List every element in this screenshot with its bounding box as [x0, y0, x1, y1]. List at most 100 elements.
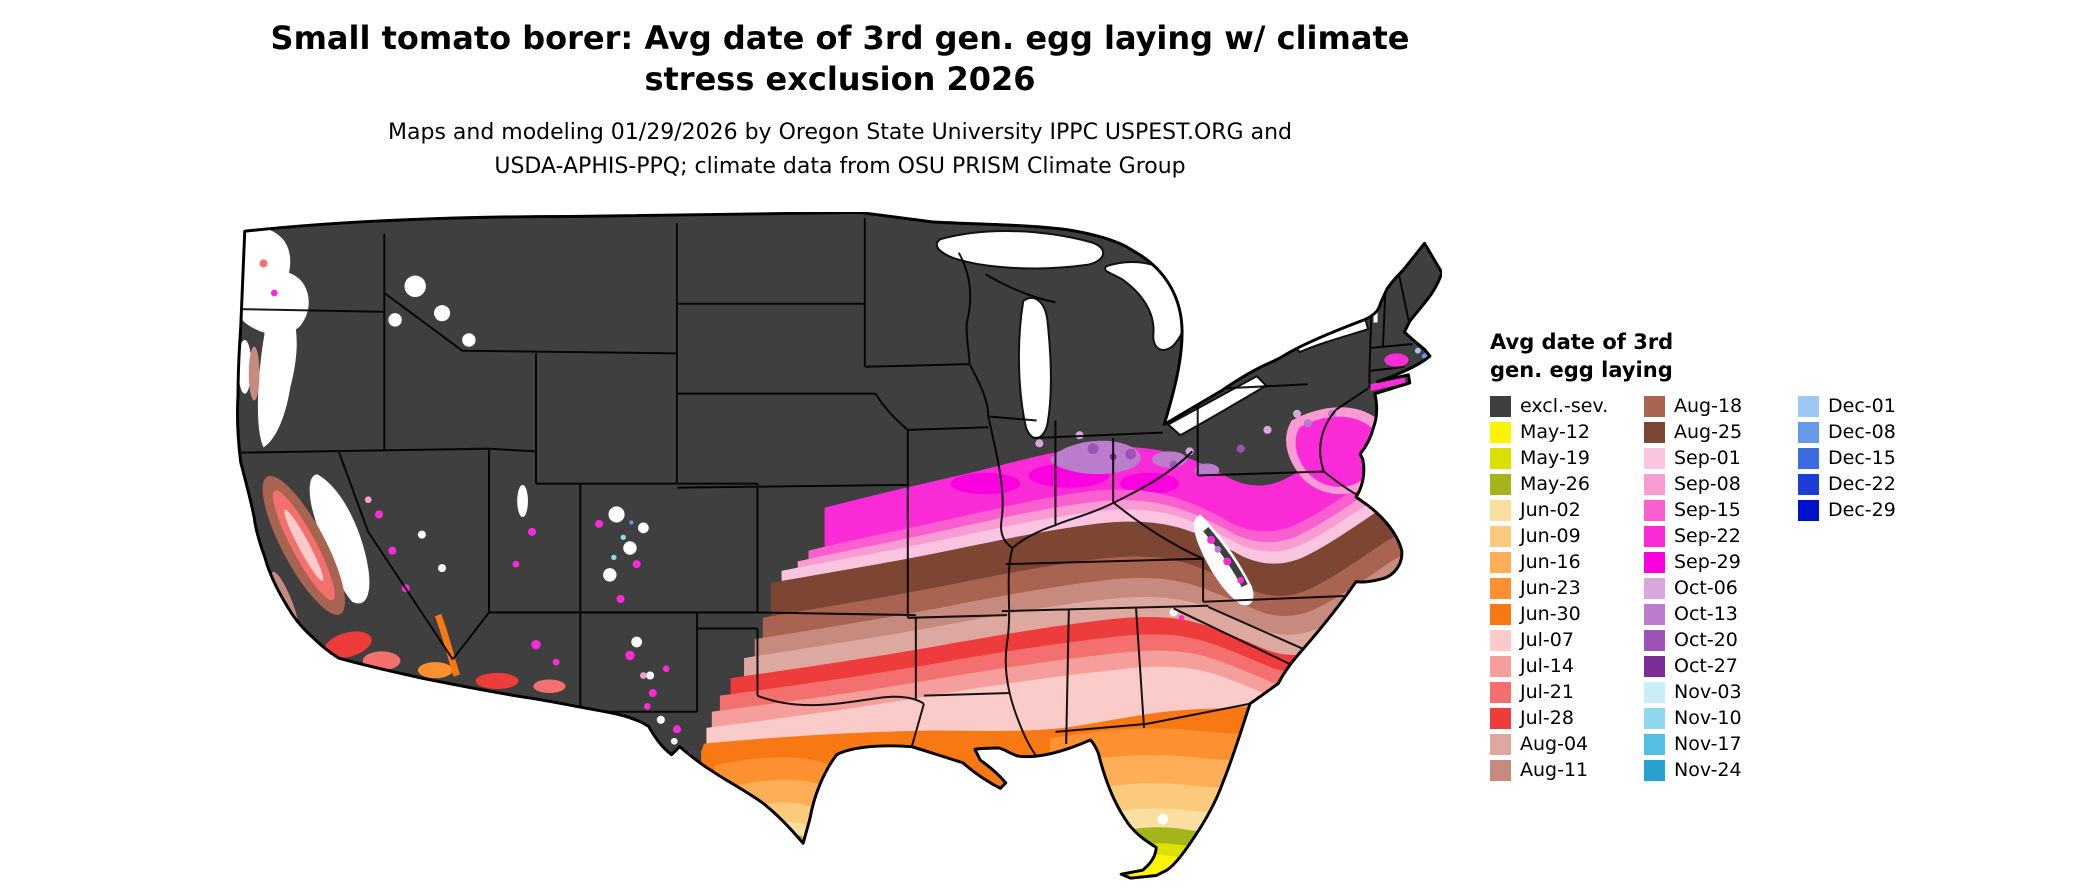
legend-swatch: [1644, 421, 1665, 443]
legend-label: Sep-29: [1674, 551, 1741, 573]
us-map: [234, 212, 1442, 880]
legend-label: Nov-24: [1674, 759, 1742, 781]
legend-column-1: excl.-sev. May-12 May-19 May-26 Jun-02 Jun-09…: [1490, 393, 1644, 783]
legend-entry: May-12: [1490, 419, 1644, 445]
legend-swatch: [1798, 499, 1819, 521]
legend-entry: Nov-10: [1644, 705, 1798, 731]
legend-label: Aug-04: [1520, 733, 1589, 755]
us-outline: [236, 212, 1442, 880]
us-map-svg: [236, 212, 1442, 880]
legend-swatch: [1490, 733, 1511, 755]
state-borders: [237, 217, 1413, 764]
legend-column-3: Dec-01 Dec-08 Dec-15 Dec-22 Dec-29: [1798, 393, 1952, 523]
legend-label: Oct-06: [1674, 577, 1738, 599]
legend-label: Aug-18: [1674, 395, 1743, 417]
legend-label: Oct-20: [1674, 629, 1738, 651]
legend-entry: Sep-22: [1644, 523, 1798, 549]
legend-label: Sep-08: [1674, 473, 1741, 495]
legend-entry: Sep-01: [1644, 445, 1798, 471]
legend-label: Jun-02: [1520, 499, 1581, 521]
legend-title-line1: Avg date of 3rd: [1490, 330, 1674, 354]
legend-columns: excl.-sev. May-12 May-19 May-26 Jun-02 Jun-09…: [1490, 393, 1952, 783]
legend-title-line2: gen. egg laying: [1490, 358, 1673, 382]
legend-swatch: [1490, 395, 1511, 417]
legend-swatch: [1798, 447, 1819, 469]
legend-entry: Oct-27: [1644, 653, 1798, 679]
legend-entry: Sep-15: [1644, 497, 1798, 523]
legend-entry: Aug-11: [1490, 757, 1644, 783]
legend-swatch: [1490, 629, 1511, 651]
legend-swatch: [1798, 473, 1819, 495]
legend-swatch: [1644, 551, 1665, 573]
legend: Avg date of 3rd gen. egg laying excl.-se…: [1490, 328, 1952, 783]
legend-entry: Sep-08: [1644, 471, 1798, 497]
legend-entry: Jul-28: [1490, 705, 1644, 731]
legend-label: Jul-07: [1520, 629, 1574, 651]
legend-label: May-26: [1520, 473, 1590, 495]
legend-label: Jun-16: [1520, 551, 1581, 573]
legend-label: Sep-15: [1674, 499, 1741, 521]
legend-swatch: [1644, 681, 1665, 703]
page-title-line1: Small tomato borer: Avg date of 3rd gen.…: [270, 19, 1410, 57]
legend-entry: Dec-22: [1798, 471, 1952, 497]
legend-label: Nov-17: [1674, 733, 1742, 755]
legend-entry: May-26: [1490, 471, 1644, 497]
legend-entry: Dec-08: [1798, 419, 1952, 445]
legend-entry: Jul-07: [1490, 627, 1644, 653]
legend-label: Sep-01: [1674, 447, 1741, 469]
legend-swatch: [1644, 577, 1665, 599]
legend-swatch: [1490, 759, 1511, 781]
title-block: Small tomato borer: Avg date of 3rd gen.…: [250, 18, 1430, 184]
legend-swatch: [1644, 395, 1665, 417]
legend-label: Sep-22: [1674, 525, 1741, 547]
legend-entry: Dec-15: [1798, 445, 1952, 471]
legend-label: Jul-28: [1520, 707, 1574, 729]
legend-entry: Jun-09: [1490, 523, 1644, 549]
legend-label: May-19: [1520, 447, 1590, 469]
legend-label: Jun-23: [1520, 577, 1581, 599]
legend-label: Dec-29: [1828, 499, 1896, 521]
legend-label: Dec-15: [1828, 447, 1896, 469]
map-fill-layers: [237, 212, 1442, 879]
legend-label: Dec-22: [1828, 473, 1896, 495]
legend-swatch: [1644, 707, 1665, 729]
legend-entry: Oct-13: [1644, 601, 1798, 627]
legend-swatch: [1490, 707, 1511, 729]
legend-entry: Jun-16: [1490, 549, 1644, 575]
legend-entry: Jul-14: [1490, 653, 1644, 679]
legend-swatch: [1490, 603, 1511, 625]
legend-swatch: [1490, 551, 1511, 573]
legend-label: Aug-11: [1520, 759, 1589, 781]
legend-label: Nov-10: [1674, 707, 1742, 729]
legend-swatch: [1644, 447, 1665, 469]
legend-label: Nov-03: [1674, 681, 1742, 703]
legend-label: Jun-09: [1520, 525, 1581, 547]
legend-swatch: [1490, 525, 1511, 547]
legend-label: Jun-30: [1520, 603, 1581, 625]
legend-label: Jul-14: [1520, 655, 1574, 677]
legend-swatch: [1644, 655, 1665, 677]
legend-entry: Oct-06: [1644, 575, 1798, 601]
legend-entry: Jun-30: [1490, 601, 1644, 627]
legend-entry: Dec-29: [1798, 497, 1952, 523]
great-lakes: [935, 230, 1378, 439]
legend-label: May-12: [1520, 421, 1590, 443]
legend-swatch: [1490, 577, 1511, 599]
legend-swatch: [1490, 655, 1511, 677]
subtitle-line2: USDA-APHIS-PPQ; climate data from OSU PR…: [494, 154, 1186, 179]
legend-entry: May-19: [1490, 445, 1644, 471]
legend-entry: Jun-23: [1490, 575, 1644, 601]
legend-column-2: Aug-18 Aug-25 Sep-01 Sep-08 Sep-15 Sep-22 Sep-…: [1644, 393, 1798, 783]
legend-label: Jul-21: [1520, 681, 1574, 703]
legend-swatch: [1644, 759, 1665, 781]
legend-entry: Nov-03: [1644, 679, 1798, 705]
legend-label: Dec-08: [1828, 421, 1896, 443]
legend-label: Aug-25: [1674, 421, 1743, 443]
legend-swatch: [1490, 681, 1511, 703]
legend-label: Oct-13: [1674, 603, 1738, 625]
legend-entry: Oct-20: [1644, 627, 1798, 653]
legend-swatch: [1644, 733, 1665, 755]
legend-entry: Aug-18: [1644, 393, 1798, 419]
legend-swatch: [1490, 447, 1511, 469]
legend-entry: Aug-25: [1644, 419, 1798, 445]
